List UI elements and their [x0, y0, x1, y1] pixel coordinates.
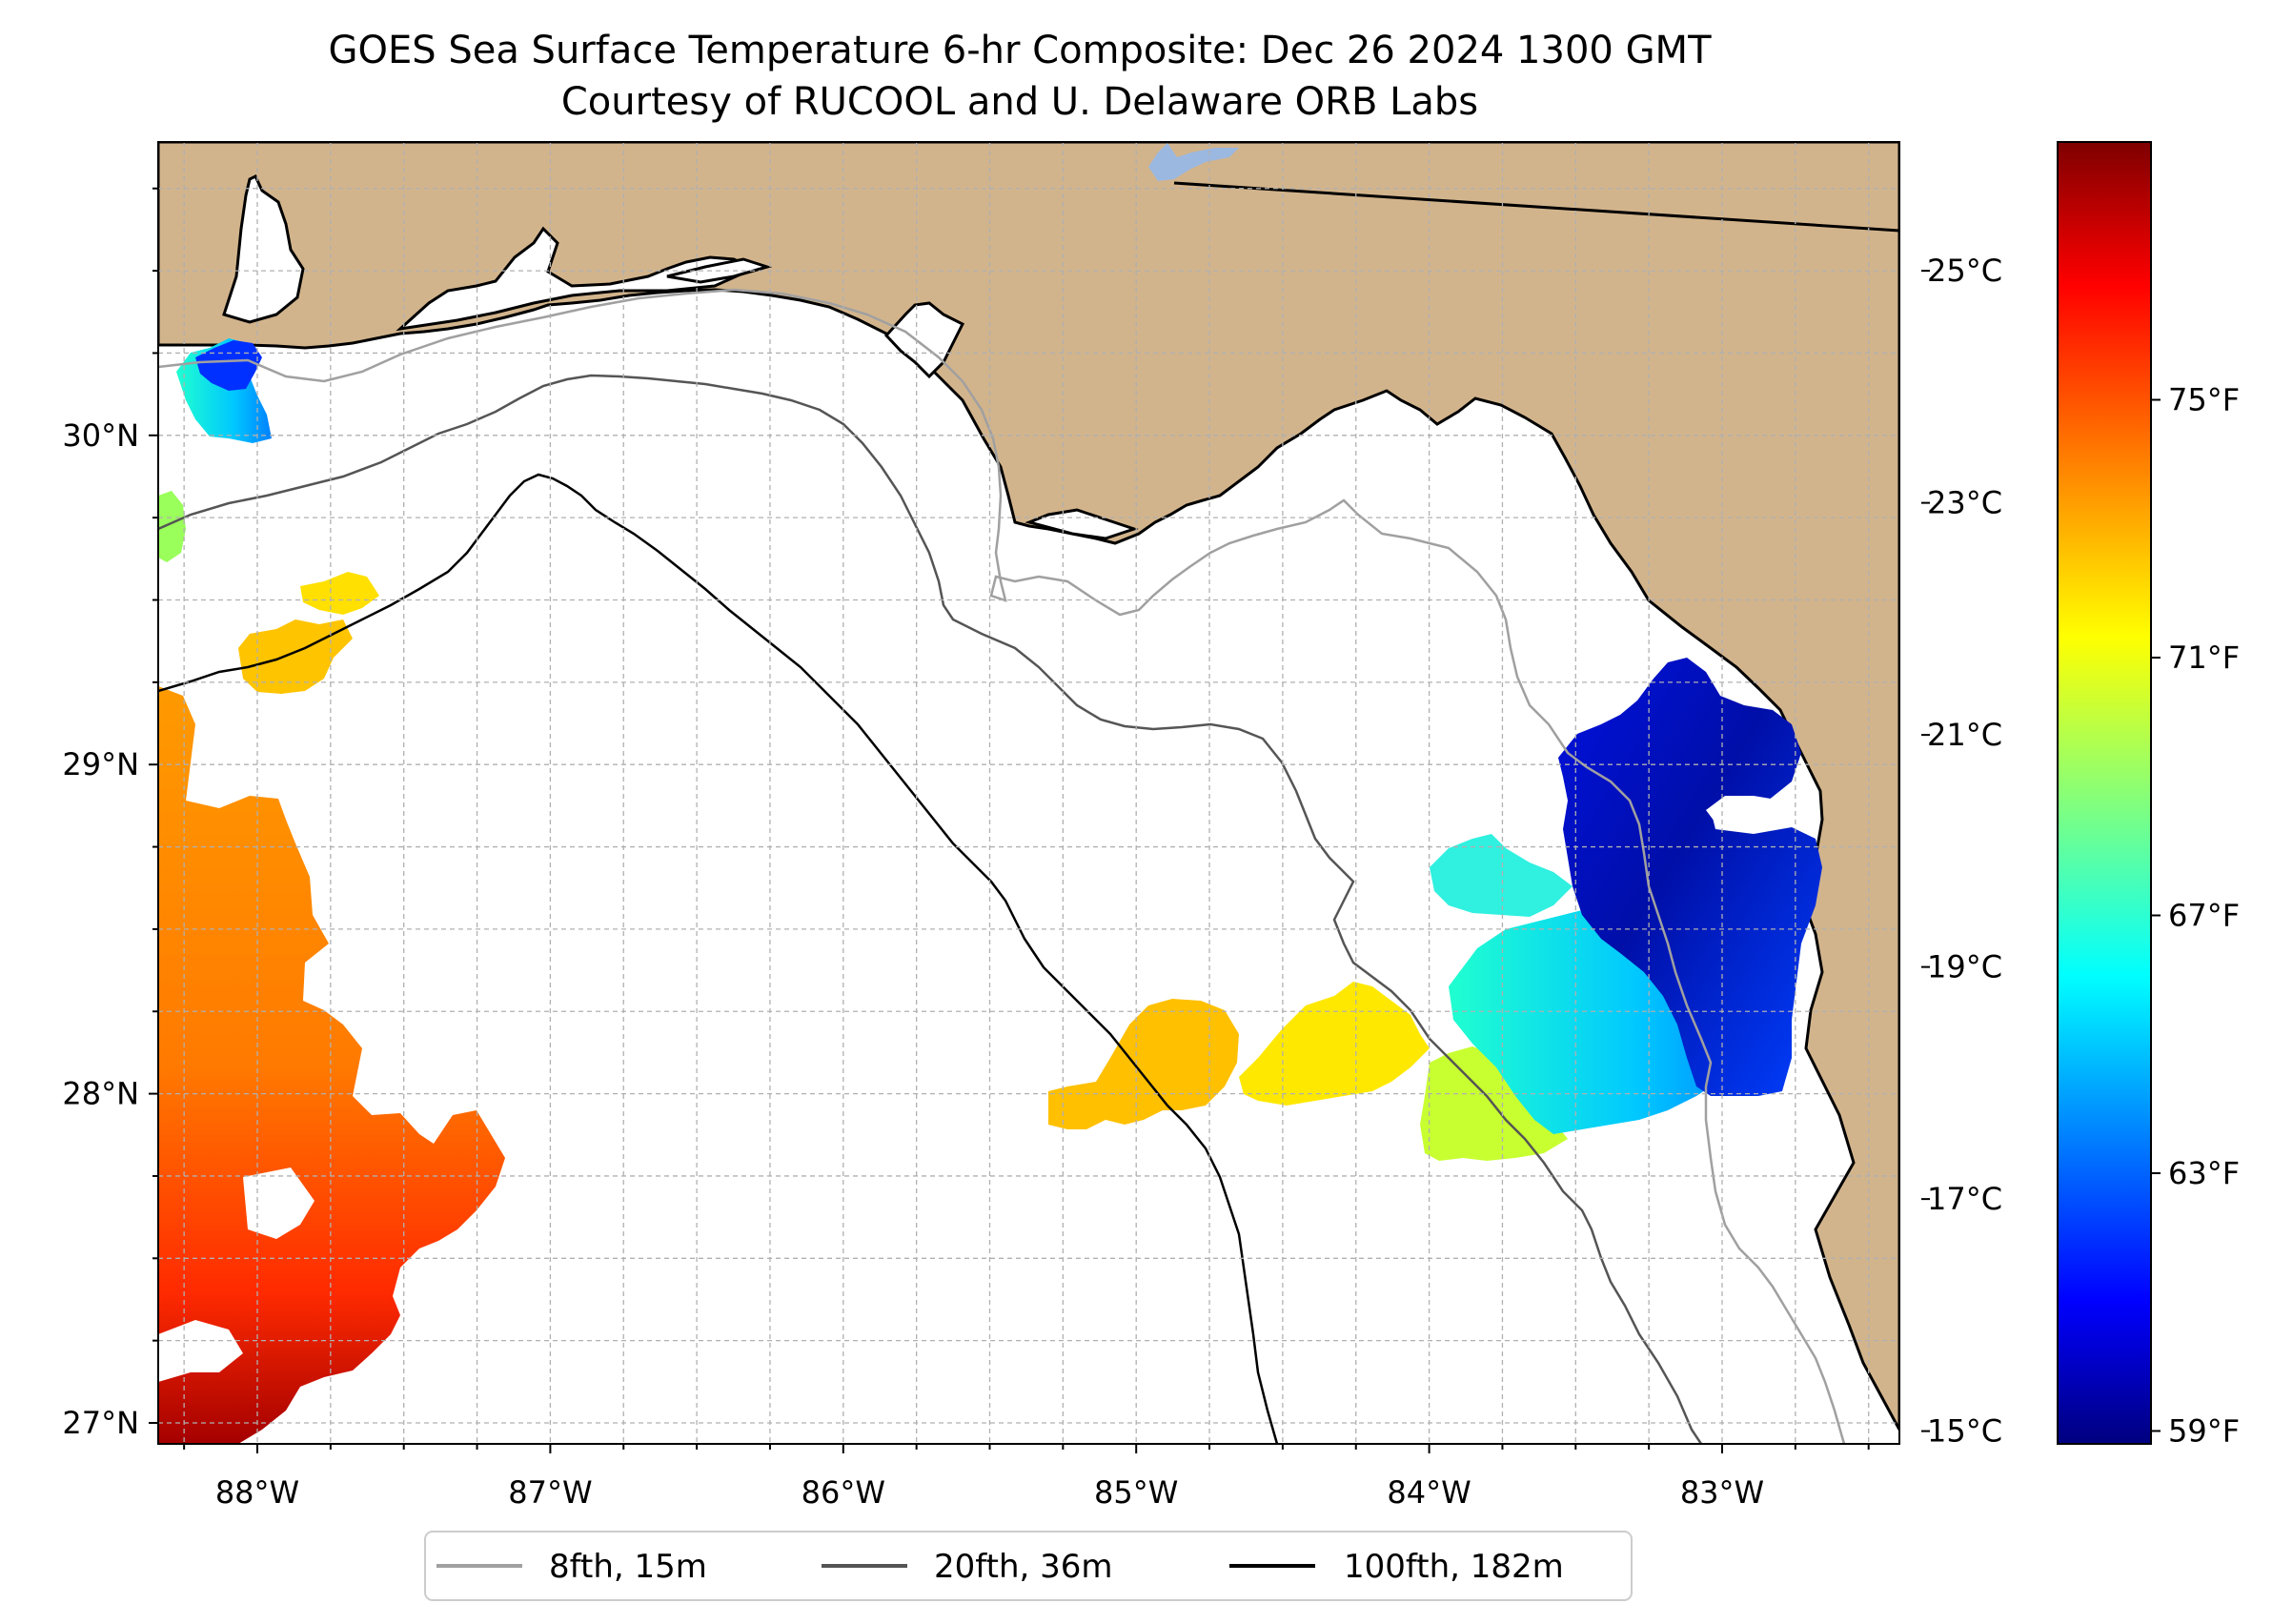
contour-legend: 8fth, 15m 20fth, 36m 100fth, 182m	[424, 1531, 1633, 1601]
apalachicola-bay	[1025, 508, 1139, 540]
fahrenheit-tick-label: 71°F	[2168, 639, 2240, 676]
lon-tick-label: 87°W	[508, 1474, 592, 1511]
sst-patch-orange-bigbend	[1048, 999, 1239, 1129]
state-border	[1173, 181, 1899, 233]
lon-tick-label: 88°W	[215, 1474, 299, 1511]
lon-tick-label: 85°W	[1094, 1474, 1178, 1511]
map-panel[interactable]	[158, 142, 1899, 1444]
contour-100fth	[158, 473, 1279, 1444]
celsius-tick-label: 17°C	[1927, 1181, 2002, 1217]
sst-patch-yellow-bigbend	[1239, 982, 1430, 1106]
st-andrew-bay	[883, 301, 965, 379]
celsius-tick-label: 19°C	[1927, 949, 2002, 985]
map-grid	[158, 142, 1899, 1444]
lat-axis: 30°N 29°N 28°N 27°N	[62, 187, 158, 1441]
colorbar-celsius-axis: 25°C 23°C 21°C 19°C 17°C 15°C	[1921, 253, 2002, 1450]
sst-patch-west-orange	[158, 686, 505, 1444]
celsius-tick-label: 23°C	[1927, 485, 2002, 521]
lon-axis: 88°W 87°W 86°W 85°W 84°W 83°W	[183, 1444, 1870, 1511]
fahrenheit-tick-label: 67°F	[2168, 897, 2240, 933]
colorbar: 25°C 23°C 21°C 19°C 17°C 15°C 75°F 71°F 67°F 63°…	[1921, 141, 2240, 1450]
sst-overlay	[158, 338, 1822, 1444]
celsius-tick-label: 25°C	[1927, 253, 2002, 289]
legend-label-20fth: 20fth, 36m	[934, 1548, 1113, 1586]
figure-title: GOES Sea Surface Temperature 6-hr Compos…	[328, 29, 1712, 72]
sst-patch-cyan-small	[1430, 834, 1573, 917]
fahrenheit-tick-label: 63°F	[2168, 1155, 2240, 1191]
lat-tick-label: 27°N	[62, 1405, 139, 1441]
contour-8fth	[158, 288, 1846, 1444]
lake-seminole	[1148, 143, 1239, 181]
legend-label-8fth: 8fth, 15m	[549, 1548, 707, 1586]
sst-patch-yellow-small	[300, 572, 379, 615]
lat-tick-label: 29°N	[62, 746, 139, 782]
legend-label-100fth: 100fth, 182m	[1344, 1548, 1564, 1586]
mobile-bay	[222, 173, 305, 324]
fahrenheit-tick-label: 75°F	[2168, 381, 2240, 417]
legend-box	[424, 1531, 1633, 1601]
map-frame	[157, 141, 1900, 1445]
sst-patch-west-hole-2	[158, 1320, 243, 1382]
lon-tick-label: 83°W	[1680, 1474, 1764, 1511]
pensacola-bay	[396, 226, 757, 332]
lon-tick-label: 86°W	[802, 1474, 885, 1511]
sst-patch-green-nw	[158, 491, 186, 562]
lat-tick-label: 30°N	[62, 417, 139, 454]
colorbar-gradient	[2057, 141, 2152, 1445]
sst-patch-blue-east	[1558, 658, 1822, 1096]
colorbar-fahrenheit-axis: 75°F 71°F 67°F 63°F 59°F	[2151, 381, 2240, 1449]
fahrenheit-tick-label: 59°F	[2168, 1412, 2240, 1449]
lon-tick-label: 84°W	[1387, 1474, 1471, 1511]
sst-patch-west-hole-1	[243, 1167, 315, 1239]
sst-patch-blue-hole	[1706, 796, 1792, 831]
celsius-tick-label: 21°C	[1927, 717, 2002, 753]
lat-tick-label: 28°N	[62, 1076, 139, 1112]
contour-20fth	[158, 374, 1703, 1444]
celsius-tick-label: 15°C	[1927, 1413, 2002, 1450]
figure-subtitle: Courtesy of RUCOOL and U. Delaware ORB L…	[561, 80, 1478, 124]
